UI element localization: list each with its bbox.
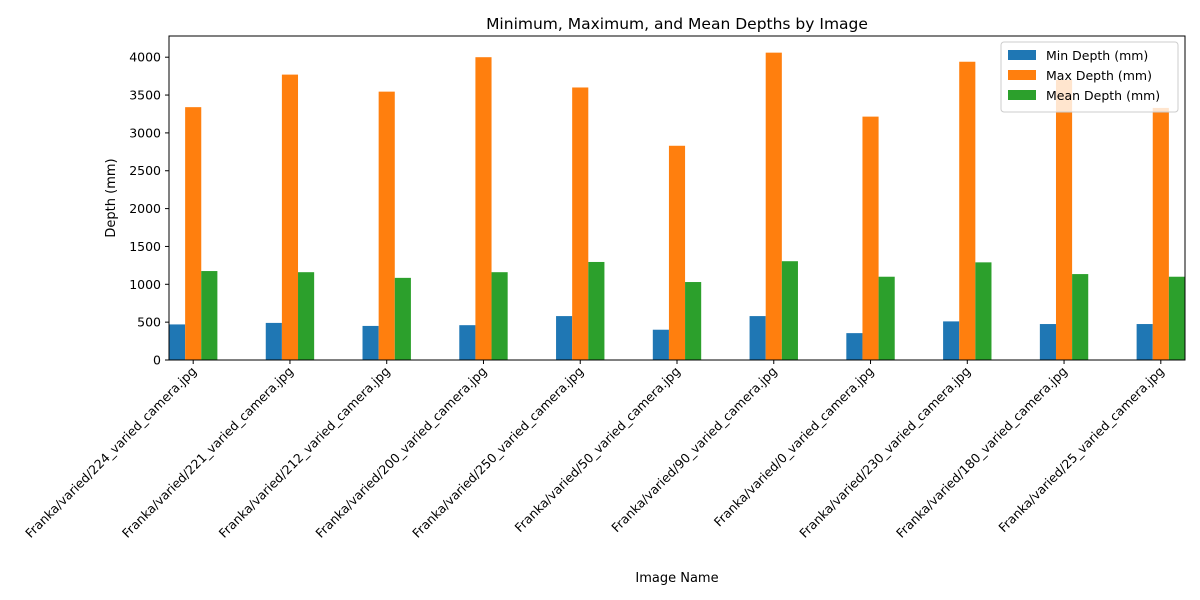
y-tick-label-5: 2500 xyxy=(129,163,161,178)
bar-series-1-cat-10 xyxy=(1152,107,1169,360)
bar-series-0-cat-4 xyxy=(556,316,573,360)
chart-title: Minimum, Maximum, and Mean Depths by Ima… xyxy=(486,15,868,33)
bar-series-0-cat-1 xyxy=(265,322,282,360)
bar-series-2-cat-4 xyxy=(588,261,605,360)
y-tick-label-4: 2000 xyxy=(129,201,161,216)
bar-series-1-cat-2 xyxy=(378,91,395,360)
legend-swatch-0 xyxy=(1008,50,1036,60)
bar-series-1-cat-7 xyxy=(862,116,879,361)
bar-series-2-cat-5 xyxy=(685,282,702,360)
bar-series-0-cat-6 xyxy=(749,316,766,360)
bar-series-2-cat-1 xyxy=(298,272,315,360)
bar-series-2-cat-9 xyxy=(1072,274,1089,360)
bar-series-1-cat-1 xyxy=(281,74,299,361)
legend: Min Depth (mm) Max Depth (mm) Mean Depth (… xyxy=(1000,41,1179,113)
legend-label-0: Min Depth (mm) xyxy=(1046,48,1148,63)
bar-series-1-cat-6 xyxy=(765,52,782,361)
y-tick-label-2: 1000 xyxy=(129,277,161,292)
legend-label-2: Mean Depth (mm) xyxy=(1046,88,1160,103)
bar-series-2-cat-8 xyxy=(975,262,992,360)
bar-series-1-cat-8 xyxy=(959,61,976,361)
bar-series-1-cat-0 xyxy=(185,107,202,360)
bar-series-1-cat-3 xyxy=(475,57,492,360)
legend-swatch-2 xyxy=(1008,90,1036,100)
y-tick-label-0: 0 xyxy=(153,353,161,368)
bar-series-0-cat-5 xyxy=(652,329,669,360)
plot-frame xyxy=(168,35,1186,361)
bar-series-0-cat-0 xyxy=(169,324,186,360)
y-tick-label-7: 3500 xyxy=(129,88,161,103)
legend-swatch-1 xyxy=(1008,70,1036,80)
bars-group xyxy=(169,52,1185,361)
bar-series-2-cat-10 xyxy=(1168,276,1185,360)
y-tick-label-6: 3000 xyxy=(129,125,161,140)
y-tick-label-3: 1500 xyxy=(129,239,161,254)
bar-series-2-cat-7 xyxy=(878,276,895,360)
legend-frame xyxy=(1000,41,1179,113)
legend-label-1: Max Depth (mm) xyxy=(1046,68,1152,83)
bar-series-0-cat-9 xyxy=(1039,324,1056,360)
bar-series-2-cat-0 xyxy=(201,271,218,360)
y-axis-ticks: 0 500 1000 1500 2000 2500 3000 3500 4000 xyxy=(129,50,169,368)
bar-series-0-cat-8 xyxy=(943,321,960,360)
bar-series-0-cat-10 xyxy=(1136,324,1153,360)
bar-series-0-cat-2 xyxy=(362,325,379,360)
bar-series-1-cat-9 xyxy=(1055,79,1073,360)
bar-series-0-cat-7 xyxy=(846,333,863,360)
x-axis-label: Image Name xyxy=(635,571,718,586)
y-tick-label-1: 500 xyxy=(137,315,161,330)
bar-series-2-cat-2 xyxy=(394,277,411,360)
bar-series-2-cat-6 xyxy=(781,261,798,360)
bar-series-1-cat-4 xyxy=(572,87,589,360)
bar-series-2-cat-3 xyxy=(491,272,508,360)
bar-series-0-cat-3 xyxy=(459,325,476,360)
y-tick-label-8: 4000 xyxy=(129,50,161,65)
y-axis-label: Depth (mm) xyxy=(104,158,119,237)
bar-series-1-cat-5 xyxy=(668,145,686,360)
